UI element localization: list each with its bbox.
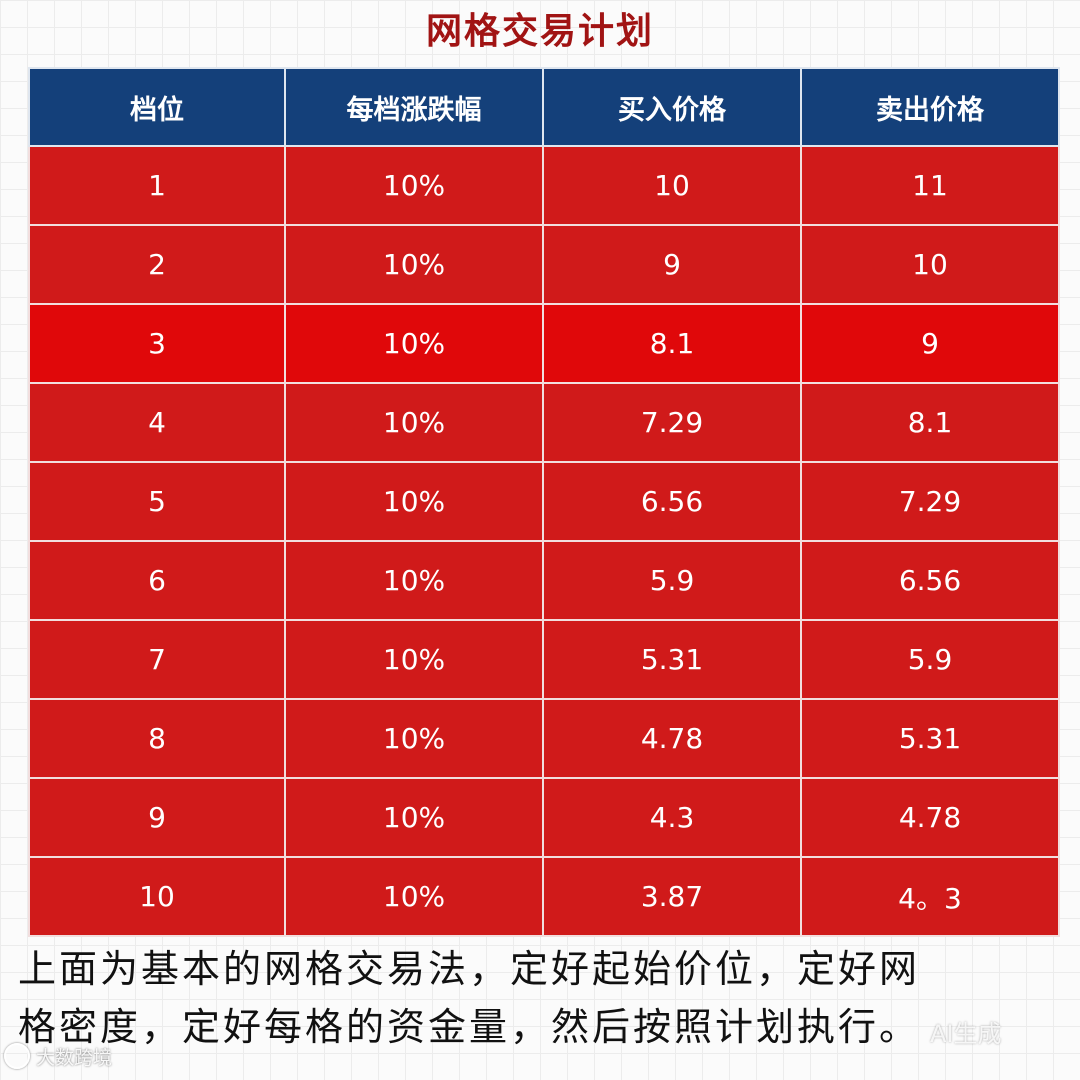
page-title: 网格交易计划 bbox=[425, 11, 654, 52]
table-row: 8 10% 4.78 5.31 bbox=[28, 698, 1060, 779]
table-row: 4 10% 7.29 8.1 bbox=[28, 382, 1060, 463]
caption-line-1: 上面为基本的网格交易法，定好起始价位，定好网 bbox=[18, 947, 921, 991]
cell-buy-price: 4.3 bbox=[542, 777, 802, 858]
cell-sell-price: 4。3 bbox=[800, 856, 1060, 937]
table-row: 1 10% 10 11 bbox=[28, 145, 1060, 226]
header-step-change: 每档涨跌幅 bbox=[284, 67, 544, 147]
table-row: 5 10% 6.56 7.29 bbox=[28, 461, 1060, 542]
cell-level: 9 bbox=[28, 777, 286, 858]
cell-sell-price: 6.56 bbox=[800, 540, 1060, 621]
grid-trading-table: 档位 每档涨跌幅 买入价格 卖出价格 1 10% 10 11 2 10% 9 1… bbox=[28, 67, 1060, 937]
cell-level: 6 bbox=[28, 540, 286, 621]
cell-buy-price: 10 bbox=[542, 145, 802, 226]
watermark-left: 大数跨境 bbox=[4, 1040, 112, 1072]
cell-step-change: 10% bbox=[284, 777, 544, 858]
cell-step-change: 10% bbox=[284, 461, 544, 542]
table-row: 2 10% 9 10 bbox=[28, 224, 1060, 305]
cell-step-change: 10% bbox=[284, 540, 544, 621]
cell-step-change: 10% bbox=[284, 856, 544, 937]
cell-step-change: 10% bbox=[284, 698, 544, 779]
cell-step-change: 10% bbox=[284, 382, 544, 463]
cell-step-change: 10% bbox=[284, 303, 544, 384]
cell-buy-price: 4.78 bbox=[542, 698, 802, 779]
cell-level: 7 bbox=[28, 619, 286, 700]
table-row: 7 10% 5.31 5.9 bbox=[28, 619, 1060, 700]
cell-level: 1 bbox=[28, 145, 286, 226]
cell-sell-price: 9 bbox=[800, 303, 1060, 384]
cell-level: 5 bbox=[28, 461, 286, 542]
cell-step-change: 10% bbox=[284, 224, 544, 305]
cell-sell-price: 11 bbox=[800, 145, 1060, 226]
cell-buy-price: 9 bbox=[542, 224, 802, 305]
watermark-logo-icon bbox=[4, 1043, 30, 1069]
cell-buy-price: 3.87 bbox=[542, 856, 802, 937]
cell-sell-price: 4.78 bbox=[800, 777, 1060, 858]
header-buy-price: 买入价格 bbox=[542, 67, 802, 147]
cell-level: 10 bbox=[28, 856, 286, 937]
watermark-right: AI生成 bbox=[930, 1020, 1002, 1048]
watermark-left-text: 大数跨境 bbox=[36, 1046, 113, 1069]
table-row: 3 10% 8.1 9 bbox=[28, 303, 1060, 384]
cell-step-change: 10% bbox=[284, 145, 544, 226]
cell-level: 2 bbox=[28, 224, 286, 305]
cell-sell-price: 8.1 bbox=[800, 382, 1060, 463]
cell-sell-price: 10 bbox=[800, 224, 1060, 305]
cell-level: 8 bbox=[28, 698, 286, 779]
cell-buy-price: 5.9 bbox=[542, 540, 802, 621]
cell-buy-price: 7.29 bbox=[542, 382, 802, 463]
table-row: 10 10% 3.87 4。3 bbox=[28, 856, 1060, 937]
cell-sell-price: 5.31 bbox=[800, 698, 1060, 779]
cell-sell-price: 5.9 bbox=[800, 619, 1060, 700]
cell-sell-price: 7.29 bbox=[800, 461, 1060, 542]
caption-text: 上面为基本的网格交易法，定好起始价位，定好网 格密度，定好每格的资金量，然后按照… bbox=[18, 940, 1068, 1056]
caption-line-2: 格密度，定好每格的资金量，然后按照计划执行。 bbox=[18, 1005, 921, 1049]
cell-buy-price: 5.31 bbox=[542, 619, 802, 700]
header-level: 档位 bbox=[28, 67, 286, 147]
cell-buy-price: 8.1 bbox=[542, 303, 802, 384]
table-row: 9 10% 4.3 4.78 bbox=[28, 777, 1060, 858]
header-sell-price: 卖出价格 bbox=[800, 67, 1060, 147]
cell-step-change: 10% bbox=[284, 619, 544, 700]
cell-level: 3 bbox=[28, 303, 286, 384]
cell-level: 4 bbox=[28, 382, 286, 463]
table-header-row: 档位 每档涨跌幅 买入价格 卖出价格 bbox=[28, 67, 1060, 147]
table-row: 6 10% 5.9 6.56 bbox=[28, 540, 1060, 621]
cell-buy-price: 6.56 bbox=[542, 461, 802, 542]
